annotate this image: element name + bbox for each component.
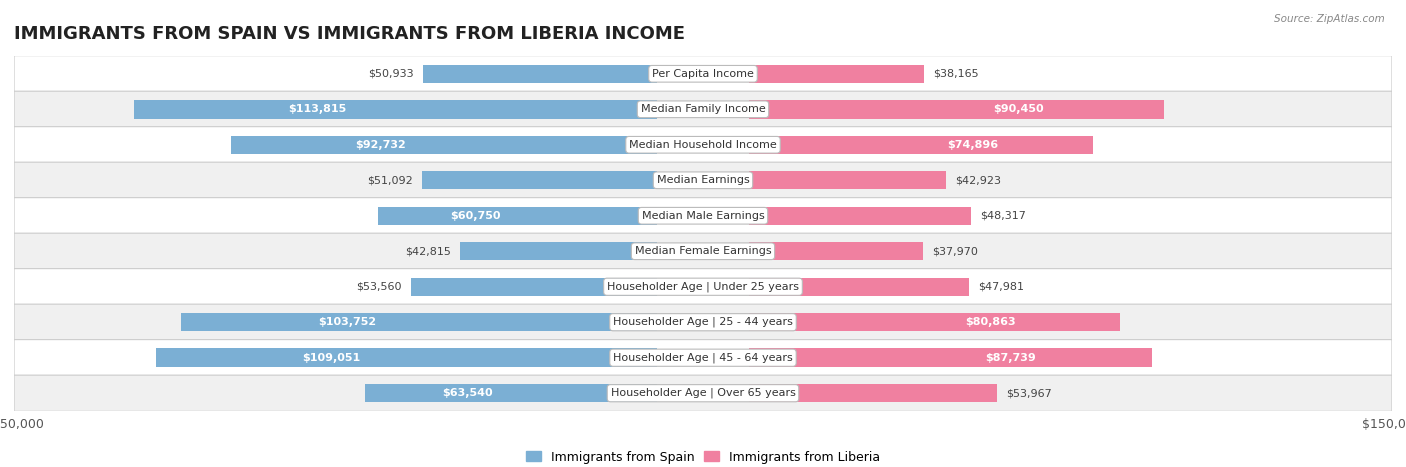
Text: Householder Age | 45 - 64 years: Householder Age | 45 - 64 years (613, 353, 793, 363)
Bar (749, 100, 1164, 119)
FancyBboxPatch shape (14, 91, 1392, 127)
Text: $80,863: $80,863 (965, 317, 1015, 327)
FancyBboxPatch shape (14, 340, 1392, 376)
FancyBboxPatch shape (14, 56, 1392, 92)
Text: Median Household Income: Median Household Income (628, 140, 778, 150)
Text: Householder Age | 25 - 44 years: Householder Age | 25 - 44 years (613, 317, 793, 327)
Bar (366, 384, 657, 403)
Text: $53,560: $53,560 (356, 282, 402, 292)
Text: $63,540: $63,540 (441, 388, 492, 398)
Text: $109,051: $109,051 (302, 353, 360, 363)
Bar (749, 384, 997, 403)
Text: $90,450: $90,450 (994, 104, 1045, 114)
Text: $47,981: $47,981 (979, 282, 1025, 292)
FancyBboxPatch shape (14, 127, 1392, 163)
Text: $113,815: $113,815 (288, 104, 346, 114)
Text: $38,165: $38,165 (934, 69, 979, 79)
Bar (749, 348, 1152, 367)
Text: $92,732: $92,732 (354, 140, 405, 150)
Text: $51,092: $51,092 (367, 175, 413, 185)
Bar (135, 100, 657, 119)
FancyBboxPatch shape (14, 198, 1392, 234)
Bar (749, 206, 972, 225)
FancyBboxPatch shape (14, 233, 1392, 269)
Text: $48,317: $48,317 (980, 211, 1026, 221)
Bar (749, 277, 969, 296)
Bar (378, 206, 657, 225)
Bar (423, 64, 657, 83)
Text: IMMIGRANTS FROM SPAIN VS IMMIGRANTS FROM LIBERIA INCOME: IMMIGRANTS FROM SPAIN VS IMMIGRANTS FROM… (14, 25, 685, 43)
Bar (156, 348, 657, 367)
Legend: Immigrants from Spain, Immigrants from Liberia: Immigrants from Spain, Immigrants from L… (520, 446, 886, 467)
Bar (180, 313, 657, 332)
Bar (749, 313, 1121, 332)
Bar (749, 135, 1092, 154)
Text: Median Female Earnings: Median Female Earnings (634, 246, 772, 256)
Bar (460, 242, 657, 261)
Text: $74,896: $74,896 (948, 140, 998, 150)
Text: $103,752: $103,752 (318, 317, 377, 327)
Bar (749, 64, 924, 83)
Text: Per Capita Income: Per Capita Income (652, 69, 754, 79)
FancyBboxPatch shape (14, 375, 1392, 411)
Text: Householder Age | Over 65 years: Householder Age | Over 65 years (610, 388, 796, 398)
Text: $42,815: $42,815 (405, 246, 451, 256)
Text: $37,970: $37,970 (932, 246, 979, 256)
Text: Source: ZipAtlas.com: Source: ZipAtlas.com (1274, 14, 1385, 24)
Bar (422, 171, 657, 190)
Text: $87,739: $87,739 (986, 353, 1036, 363)
Text: $60,750: $60,750 (450, 211, 501, 221)
FancyBboxPatch shape (14, 162, 1392, 198)
Bar (749, 171, 946, 190)
Text: Median Male Earnings: Median Male Earnings (641, 211, 765, 221)
Text: Householder Age | Under 25 years: Householder Age | Under 25 years (607, 282, 799, 292)
FancyBboxPatch shape (14, 269, 1392, 305)
Text: $53,967: $53,967 (1005, 388, 1052, 398)
Bar (749, 242, 924, 261)
Text: Median Earnings: Median Earnings (657, 175, 749, 185)
Bar (411, 277, 657, 296)
Text: $42,923: $42,923 (955, 175, 1001, 185)
Bar (231, 135, 657, 154)
Text: $50,933: $50,933 (368, 69, 413, 79)
Text: Median Family Income: Median Family Income (641, 104, 765, 114)
FancyBboxPatch shape (14, 304, 1392, 340)
